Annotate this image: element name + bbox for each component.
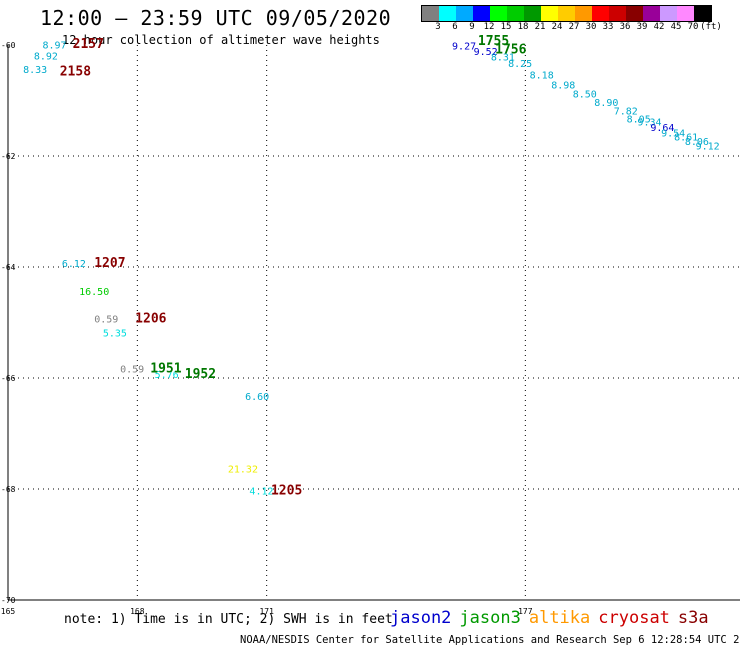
y-tick-label: -70 — [1, 596, 16, 605]
color-scale-tick-label: 33 — [602, 22, 614, 32]
color-scale-tick-label: 70 — [687, 22, 699, 32]
y-tick-label: -68 — [1, 485, 16, 494]
color-swatch — [575, 6, 592, 21]
swh-value-label: 7.82 — [614, 106, 638, 117]
color-swatch — [626, 6, 643, 21]
swh-value-label: 9.52 — [474, 47, 498, 58]
color-swatch — [490, 6, 507, 21]
color-swatch — [456, 6, 473, 21]
swh-value-label: 9.12 — [696, 141, 720, 152]
color-swatch — [643, 6, 660, 21]
pass-time-label: 1951 — [150, 361, 181, 376]
color-swatch — [592, 6, 609, 21]
color-scale-tick-label: 18 — [517, 22, 529, 32]
y-tick-label: -64 — [1, 263, 16, 272]
color-scale-tick-label: 39 — [636, 22, 648, 32]
color-scale-tick-label: 27 — [568, 22, 580, 32]
swh-value-label: 8.50 — [573, 90, 597, 101]
color-scale-tick-label: 30 — [585, 22, 597, 32]
color-swatch — [694, 6, 711, 21]
color-scale-tick-label: 24 — [551, 22, 563, 32]
pass-time-label: 1207 — [94, 256, 125, 271]
color-scale-tick-label: 9 — [469, 22, 475, 32]
x-tick-label: 165 — [1, 607, 16, 616]
credit-line: NOAA/NESDIS Center for Satellite Applica… — [240, 634, 740, 646]
color-swatch — [541, 6, 558, 21]
pass-time-label: 1206 — [135, 312, 166, 327]
color-swatch — [473, 6, 490, 21]
y-tick-label: -62 — [1, 152, 16, 161]
pass-time-label: 2157 — [73, 37, 104, 52]
swh-value-label: 8.92 — [34, 51, 58, 62]
color-swatch — [422, 6, 439, 21]
color-swatch — [677, 6, 694, 21]
y-tick-label: -66 — [1, 374, 16, 383]
x-tick-label: 171 — [259, 607, 274, 616]
color-scale-tick-label: 6 — [452, 22, 458, 32]
swh-value-label: 9.54 — [661, 129, 685, 140]
swh-value-label: 6.60 — [245, 392, 269, 403]
swh-value-label: 5.76 — [155, 370, 179, 381]
swh-value-label: 8.61 — [674, 132, 698, 143]
swh-value-label: 5.35 — [103, 328, 127, 339]
color-scale-unit: (ft) — [700, 22, 722, 32]
mission-legend-item: jason3 — [459, 608, 521, 628]
color-scale-tick-label: 36 — [619, 22, 631, 32]
mission-legend-item: jason2 — [390, 608, 452, 628]
swh-value-label: 6.12 — [62, 259, 86, 270]
pass-time-label: 1952 — [185, 367, 216, 382]
swh-value-label: 16.50 — [79, 287, 109, 298]
swh-value-label: 8.98 — [551, 80, 575, 91]
color-swatch — [524, 6, 541, 21]
swh-value-label: 8.05 — [627, 115, 651, 126]
color-swatch — [660, 6, 677, 21]
mission-legend-item: cryosat — [598, 608, 670, 628]
color-scale-tick-label: 45 — [670, 22, 682, 32]
mission-legend-item: altika — [528, 608, 591, 628]
swh-value-label: 4.12 — [249, 487, 273, 498]
swh-value-label: 9.64 — [650, 123, 674, 134]
mission-legend: jason2 jason3 altika cryosat s3a — [390, 608, 717, 628]
color-swatch — [439, 6, 456, 21]
swh-value-label: 0.59 — [120, 364, 144, 375]
pass-time-label: 1755 — [478, 34, 509, 49]
swh-value-label: 9.34 — [637, 117, 661, 128]
swh-value-label: 9.27 — [452, 41, 476, 52]
swh-value-label: 8.25 — [508, 59, 532, 70]
x-tick-label: 168 — [130, 607, 145, 616]
color-swatch — [609, 6, 626, 21]
swh-value-label: 8.06 — [685, 137, 709, 148]
color-scale-tick-label: 12 — [483, 22, 495, 32]
swh-value-label: 8.97 — [42, 40, 66, 51]
footnote: note: 1) Time is in UTC; 2) SWH is in fe… — [64, 612, 393, 627]
page-subtitle: 12 hour collection of altimeter wave hei… — [62, 33, 380, 47]
color-scale-tick-label: 15 — [500, 22, 512, 32]
y-tick-label: -60 — [1, 41, 16, 50]
mission-legend-item: s3a — [677, 608, 709, 628]
swh-value-label: 0.59 — [94, 315, 118, 326]
color-scale-bar — [421, 5, 712, 22]
color-scale-tick-label: 42 — [653, 22, 665, 32]
swh-value-label: 8.18 — [530, 70, 554, 81]
color-swatch — [507, 6, 524, 21]
x-tick-label: 177 — [518, 607, 533, 616]
color-scale-tick-label: 21 — [534, 22, 546, 32]
swh-value-label: 8.33 — [23, 65, 47, 76]
swh-value-label: 8.31 — [491, 53, 515, 64]
color-scale-labels: 3 6 9 12 15 18 21 24 27 30 33 36 39 42 45 70 (ft) — [421, 22, 731, 34]
pass-time-label: 1205 — [271, 484, 302, 499]
color-scale-tick-label: 3 — [435, 22, 441, 32]
color-swatch — [558, 6, 575, 21]
pass-time-label: 2158 — [60, 65, 91, 80]
page-title: 12:00 – 23:59 UTC 09/05/2020 — [40, 6, 392, 30]
swh-value-label: 21.32 — [228, 464, 258, 475]
swh-value-label: 8.90 — [594, 98, 618, 109]
pass-time-label: 1756 — [495, 42, 526, 57]
